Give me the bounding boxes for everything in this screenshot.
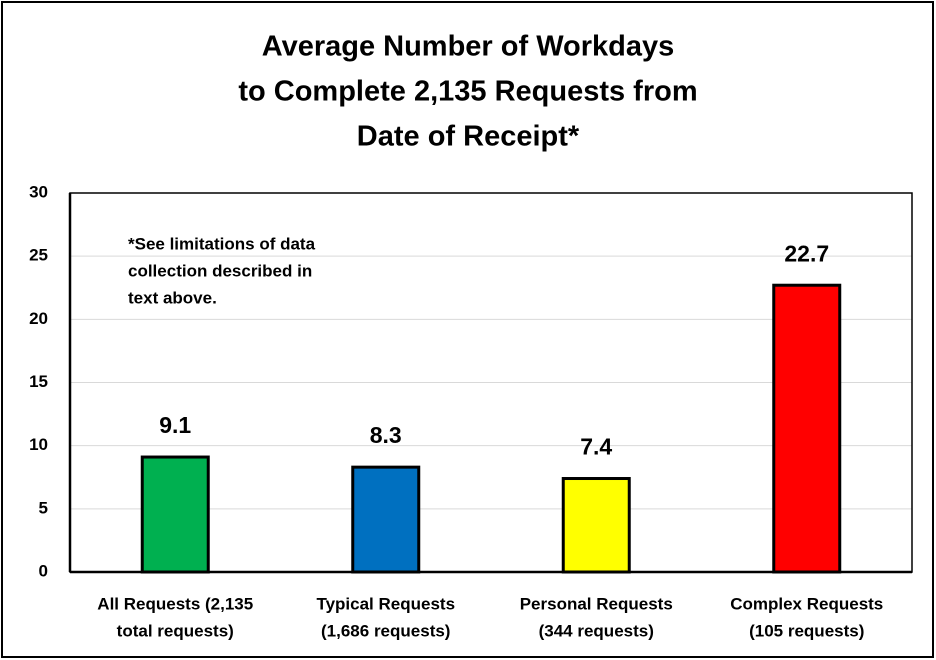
y-tick-label: 20 <box>29 309 48 328</box>
chart-title: Date of Receipt* <box>357 121 580 153</box>
bar <box>351 465 421 574</box>
annotation: *See limitations of data <box>128 234 316 253</box>
bar <box>140 455 210 574</box>
y-tick-label: 0 <box>39 561 48 580</box>
value-label: 8.3 <box>370 422 402 448</box>
y-tick-label: 10 <box>29 435 48 454</box>
value-label: 22.7 <box>784 240 829 266</box>
y-tick-label: 5 <box>39 498 48 517</box>
x-tick-label: All Requests (2,135 <box>97 594 253 613</box>
bar <box>561 477 631 574</box>
x-tick-label: Complex Requests <box>730 594 883 613</box>
annotation: collection described in <box>128 261 312 280</box>
x-tick-label: Personal Requests <box>520 594 673 613</box>
x-tick-label: total requests) <box>117 621 234 640</box>
y-tick-label: 30 <box>29 182 48 201</box>
bar <box>772 283 842 574</box>
chart-title: Average Number of Workdays <box>262 31 675 63</box>
annotation: text above. <box>128 288 217 307</box>
value-label: 7.4 <box>580 434 612 460</box>
x-tick-label: (344 requests) <box>539 621 654 640</box>
y-tick-label: 15 <box>29 372 48 391</box>
value-label: 9.1 <box>159 412 191 438</box>
x-tick-label: Typical Requests <box>316 594 455 613</box>
y-tick-label: 25 <box>29 246 48 265</box>
chart-title: to Complete 2,135 Requests from <box>238 76 697 108</box>
x-tick-label: (105 requests) <box>749 621 864 640</box>
x-tick-label: (1,686 requests) <box>321 621 450 640</box>
